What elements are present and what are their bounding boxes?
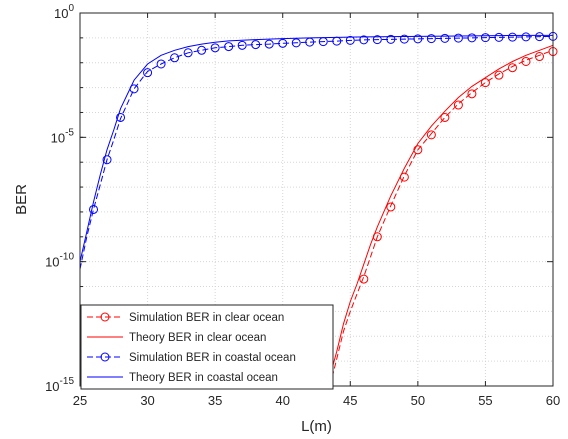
series-3-marker	[251, 40, 261, 50]
series-3-marker	[156, 59, 166, 69]
series-3-marker	[413, 34, 423, 44]
series-1-marker	[426, 130, 436, 140]
series-3-marker	[386, 34, 396, 44]
series-3-marker	[183, 48, 193, 58]
series-3-marker	[291, 38, 301, 48]
series-3-marker	[467, 33, 477, 43]
series-3-marker	[143, 68, 153, 78]
series-3-marker	[372, 35, 382, 45]
y-tick-label: 10-5	[51, 127, 75, 145]
series-3-marker	[359, 35, 369, 45]
y-tick-label: 10-10	[45, 252, 74, 270]
series-3-marker	[278, 38, 288, 48]
x-tick-label: 25	[73, 393, 87, 408]
series-3-marker	[453, 33, 463, 43]
series-3-marker	[480, 33, 490, 43]
x-tick-label: 50	[411, 393, 425, 408]
series-3-marker	[440, 33, 450, 43]
legend-label-2: Theory BER in clear ocean	[129, 332, 266, 344]
legend-marker-1	[100, 312, 110, 322]
legend-label-4: Theory BER in coastal ocean	[129, 372, 278, 384]
legend-box	[80, 304, 334, 390]
series-1-marker	[534, 52, 544, 62]
y-tick-label: 100	[54, 3, 74, 21]
y-axis-label: BER	[13, 184, 30, 215]
y-tick-label: 10-15	[45, 376, 74, 394]
legend: Simulation BER in clear ocean Theory BER …	[80, 304, 334, 390]
series-1-marker	[467, 89, 477, 99]
series-3-marker	[210, 43, 220, 53]
x-tick-label: 45	[343, 393, 357, 408]
series-1-marker	[480, 78, 490, 88]
series-3-marker	[494, 32, 504, 42]
series-3-marker	[197, 45, 207, 55]
series-1-marker	[521, 56, 531, 66]
series-1-marker	[413, 145, 423, 155]
series-3-marker	[102, 155, 112, 165]
series-1-marker	[453, 100, 463, 110]
series-line-4	[79, 34, 553, 262]
x-tick-label: 55	[478, 393, 492, 408]
series-3-marker	[426, 34, 436, 44]
x-tick-label: 35	[208, 393, 222, 408]
x-tick-label: 60	[546, 393, 560, 408]
axis-ticks: 25 30 35 40 45 50 55 60 100 10-5 10-10 10-15	[45, 3, 560, 408]
series-1-marker	[507, 63, 517, 73]
series-3-marker	[399, 34, 409, 44]
legend-label-1: Simulation BER in clear ocean	[129, 312, 284, 324]
series-3-marker	[237, 40, 247, 50]
series-line-2	[326, 44, 554, 387]
series-1-marker	[386, 202, 396, 212]
series-3-marker	[521, 32, 531, 42]
x-tick-label: 30	[140, 393, 154, 408]
series-line-1	[329, 49, 554, 387]
series-3-marker	[224, 42, 234, 52]
series-3-marker	[345, 35, 355, 45]
series-3-marker	[170, 53, 180, 63]
legend-label-3: Simulation BER in coastal ocean	[129, 352, 296, 364]
series-3-marker	[116, 112, 126, 122]
series-3-marker	[507, 32, 517, 42]
series-3-marker	[264, 39, 274, 49]
x-axis-label: L(m)	[301, 418, 332, 435]
series-1-marker	[359, 274, 369, 284]
series-group	[79, 31, 558, 387]
series-3-marker	[534, 32, 544, 42]
series-3-marker	[89, 204, 99, 214]
series-line-3	[79, 35, 554, 270]
x-tick-label: 40	[275, 393, 289, 408]
series-1-marker	[494, 70, 504, 80]
legend-marker-3	[100, 352, 110, 362]
series-1-marker	[440, 112, 450, 122]
